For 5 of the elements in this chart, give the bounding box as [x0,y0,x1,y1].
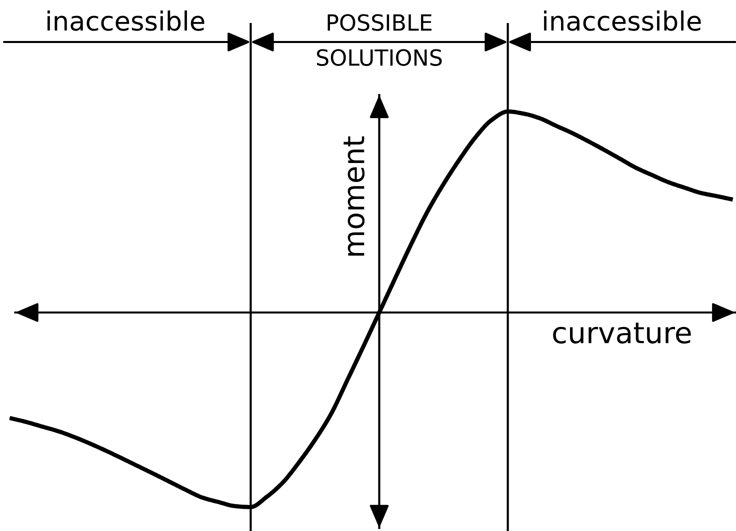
text: inaccessible [544,10,701,31]
text: inaccessible [48,10,204,31]
y-axis-title: moment [344,136,365,256]
x-axis-title: curvature [553,322,691,344]
text: POSSIBLE SOLUTIONS [316,14,442,66]
